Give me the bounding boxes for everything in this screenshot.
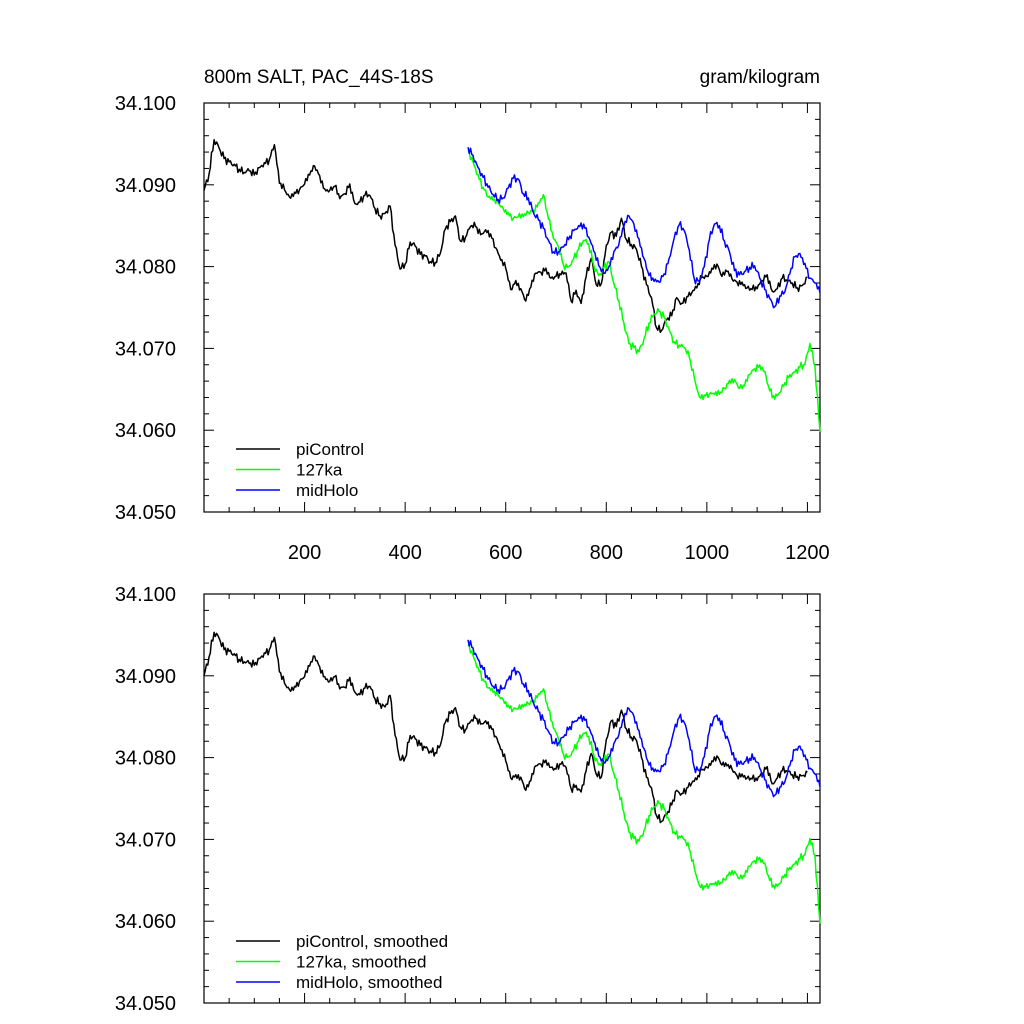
top-y-tick-label: 34.090 — [115, 175, 176, 197]
top-legend-label: piControl — [296, 440, 364, 459]
top-legend-label: midHolo — [296, 481, 358, 500]
top-x-tick-label: 800 — [590, 542, 623, 564]
bottom-legend-label: midHolo, smoothed — [296, 973, 442, 992]
top-x-tick-label: 600 — [489, 542, 522, 564]
top-x-tick-label: 1200 — [785, 542, 830, 564]
top-y-tick-label: 34.060 — [115, 420, 176, 442]
bottom-y-tick-label: 34.080 — [115, 748, 176, 770]
bottom-panel: 34.050 34.060 34.070 34.080 34.090 34.100 piCo… — [115, 584, 821, 1015]
top-series-line — [467, 150, 821, 432]
bottom-series-line — [467, 644, 821, 924]
top-y-tick-label: 34.100 — [115, 93, 176, 115]
bottom-legend-label: piControl, smoothed — [296, 932, 448, 951]
top-series-line — [467, 147, 821, 309]
bottom-y-tick-label: 34.060 — [115, 911, 176, 933]
bottom-legend-label: 127ka, smoothed — [296, 953, 426, 972]
top-series-line — [203, 139, 808, 334]
bottom-plot-frame — [203, 593, 821, 1004]
bottom-y-tick-label: 34.070 — [115, 829, 176, 851]
bottom-y-tick-label: 34.100 — [115, 584, 176, 606]
top-y-tick-label: 34.050 — [115, 502, 176, 524]
plot-title: 800m SALT, PAC_44S-18S — [204, 67, 434, 88]
top-plot-frame — [203, 102, 821, 513]
top-x-tick-label: 200 — [288, 542, 321, 564]
top-x-tick-label: 400 — [388, 542, 421, 564]
top-panel: 34.050 34.060 34.070 34.080 34.090 34.100 200 4… — [115, 93, 830, 564]
bottom-y-tick-label: 34.090 — [115, 666, 176, 688]
bottom-y-tick-label: 34.050 — [115, 993, 176, 1015]
bottom-series-line — [467, 639, 821, 798]
top-legend-label: 127ka — [296, 461, 343, 480]
top-x-tick-label: 1000 — [685, 542, 730, 564]
top-y-tick-label: 34.080 — [115, 257, 176, 279]
units-label: gram/kilogram — [700, 67, 820, 88]
top-y-tick-label: 34.070 — [115, 338, 176, 360]
bottom-series-line — [203, 631, 808, 824]
